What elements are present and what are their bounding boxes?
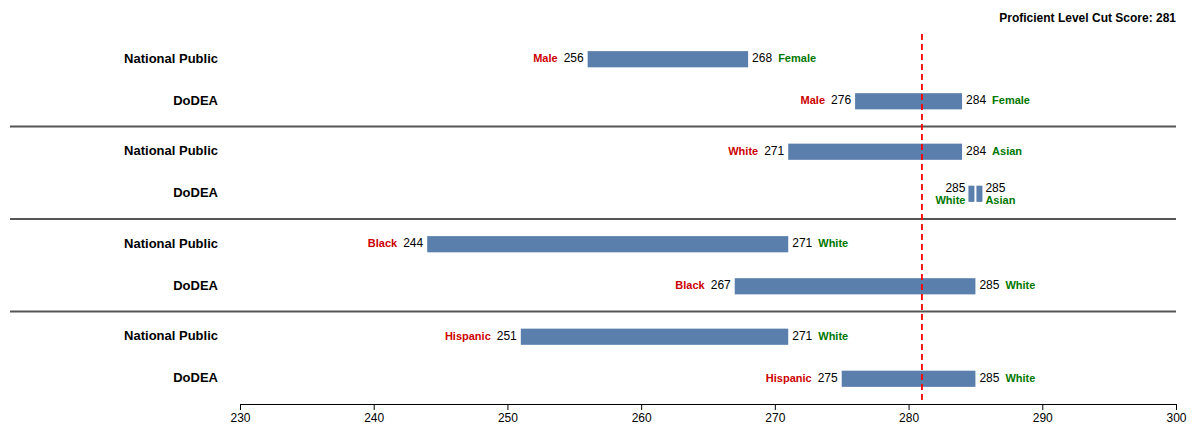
group-label: White	[818, 237, 848, 249]
x-tick-mark	[1042, 404, 1043, 410]
row-label: National Public	[124, 236, 218, 251]
x-tick-mark	[909, 404, 910, 410]
section-divider	[10, 218, 1176, 220]
row-label: DoDEA	[173, 185, 218, 200]
row-label: DoDEA	[173, 93, 218, 108]
value-label: 267	[711, 278, 731, 292]
bar	[588, 51, 748, 67]
row-label: National Public	[124, 51, 218, 66]
group-label: Male	[533, 52, 557, 64]
value-label: 285	[945, 181, 965, 195]
value-label: 271	[792, 236, 812, 250]
reference-label: Proficient Level Cut Score: 281	[999, 11, 1176, 25]
x-tick-label: 230	[230, 411, 250, 425]
group-label: White	[818, 330, 848, 342]
x-tick-label: 300	[1166, 411, 1186, 425]
x-tick-label: 290	[1033, 411, 1053, 425]
row-label: National Public	[124, 143, 218, 158]
x-tick-mark	[507, 404, 508, 410]
x-tick-mark	[641, 404, 642, 410]
bar	[427, 236, 788, 252]
x-tick-label: 270	[765, 411, 785, 425]
section-divider	[10, 311, 1176, 313]
bar	[521, 329, 788, 345]
x-tick: 290	[1033, 404, 1053, 425]
x-tick-mark	[374, 404, 375, 410]
bar	[735, 278, 976, 294]
group-label: Female	[992, 94, 1030, 106]
x-tick-mark	[240, 404, 241, 410]
group-label: Black	[675, 279, 705, 291]
group-label: White	[1005, 279, 1035, 291]
group-label: Male	[801, 94, 825, 106]
x-tick: 240	[364, 404, 384, 425]
value-label: 284	[966, 93, 986, 107]
dividers	[10, 127, 1176, 312]
x-tick: 280	[899, 404, 919, 425]
group-label: White	[728, 145, 758, 157]
group-label: Black	[368, 237, 398, 249]
x-tick-label: 240	[364, 411, 384, 425]
bar	[842, 371, 976, 387]
section-divider	[10, 126, 1176, 128]
x-tick: 300	[1166, 404, 1186, 425]
value-label: 275	[818, 371, 838, 385]
value-label: 285	[979, 278, 999, 292]
x-tick: 270	[765, 404, 785, 425]
value-label: 284	[966, 144, 986, 158]
x-axis-line	[241, 405, 1177, 411]
row-label: DoDEA	[173, 370, 218, 385]
value-label: 271	[792, 329, 812, 343]
labels: National Public 256 Male 268 Female DoDEA 276 M…	[124, 51, 1035, 386]
group-label: White	[935, 194, 965, 206]
x-tick: 250	[498, 404, 518, 425]
x-tick-mark	[1176, 404, 1177, 410]
group-label: Hispanic	[445, 330, 491, 342]
value-label: 268	[752, 51, 772, 65]
group-label: Asian	[992, 145, 1022, 157]
chart: National Public 256 Male 268 Female DoDEA 276 M…	[0, 0, 1204, 434]
group-label: Hispanic	[766, 372, 812, 384]
value-label: 285	[985, 181, 1005, 195]
reference-line	[921, 34, 923, 404]
bar	[968, 186, 974, 202]
bar	[788, 144, 962, 160]
x-tick-label: 250	[498, 411, 518, 425]
row-label: National Public	[124, 328, 218, 343]
x-tick-mark	[775, 404, 776, 410]
value-label: 256	[564, 51, 584, 65]
group-label: White	[1005, 372, 1035, 384]
x-tick-label: 260	[632, 411, 652, 425]
value-label: 276	[831, 93, 851, 107]
value-label: 285	[979, 371, 999, 385]
value-label: 251	[497, 329, 517, 343]
value-label: 244	[403, 236, 423, 250]
bar	[855, 93, 962, 109]
row-label: DoDEA	[173, 278, 218, 293]
x-tick: 260	[632, 404, 652, 425]
value-label: 271	[764, 144, 784, 158]
bar	[976, 186, 982, 202]
group-label: Female	[778, 52, 816, 64]
x-tick-label: 280	[899, 411, 919, 425]
x-tick: 230	[230, 404, 250, 425]
x-axis: 230 240 250 260 270 280 290 300	[230, 404, 1186, 425]
group-label: Asian	[985, 194, 1015, 206]
